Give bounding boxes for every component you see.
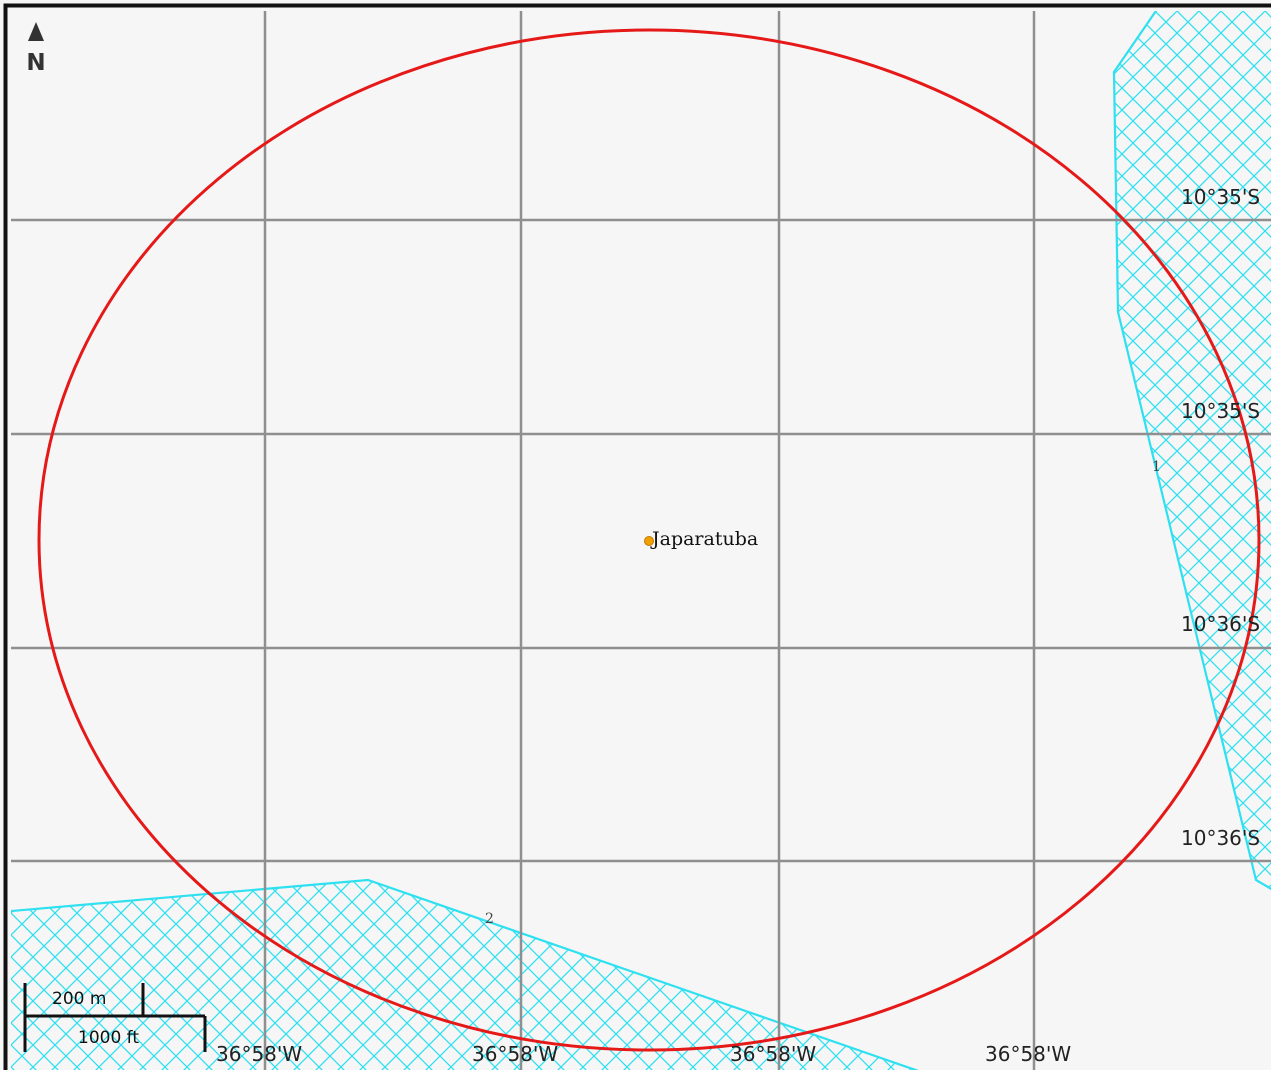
longitude-label: 36°58'W (730, 1042, 816, 1066)
svg-text:N: N (26, 50, 45, 76)
area-label-east: 1 (1152, 459, 1161, 475)
place-label[interactable]: Japaratuba (650, 528, 758, 550)
north-arrow-icon: N (26, 22, 46, 76)
longitude-label: 36°58'W (985, 1042, 1071, 1066)
scale-imperial-label: 1000 ft (78, 1028, 139, 1048)
longitude-label: 36°58'W (472, 1042, 558, 1066)
latitude-label: 10°35'S (1181, 399, 1260, 423)
hatched-area-south-boundary (11, 878, 919, 1070)
hatched-area-south[interactable] (0, 880, 930, 1070)
latitude-label: 10°36'S (1181, 826, 1260, 850)
latitude-label: 10°36'S (1181, 612, 1260, 636)
scale-metric-label: 200 m (52, 989, 106, 1009)
place-marker-icon[interactable] (644, 536, 654, 546)
map-frame (3, 3, 1271, 1070)
latitude-label: 10°35'S (1181, 185, 1260, 209)
hatched-area-east[interactable] (1114, 5, 1271, 900)
area-label-south: 2 (485, 911, 494, 927)
longitude-label: 36°58'W (216, 1042, 302, 1066)
radius-circle (37, 28, 1261, 1052)
scale-bar: 200 m 1000 ft (23, 983, 207, 1052)
hatched-area-east-boundary (1112, 11, 1271, 891)
